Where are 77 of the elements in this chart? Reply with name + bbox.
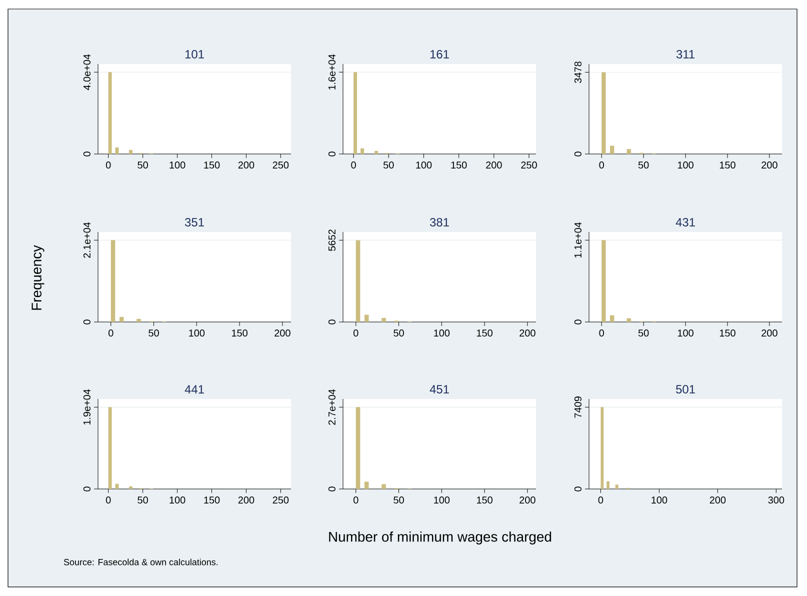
- x-tick-label: 0: [353, 496, 358, 504]
- x-tick-label: 100: [170, 496, 186, 504]
- x-tick-label: 250: [521, 162, 537, 169]
- x-tick-label: 100: [434, 330, 450, 337]
- x-tick-label: 0: [351, 162, 356, 169]
- x-tick-label: 100: [678, 162, 694, 169]
- x-tick-label: 100: [416, 162, 432, 169]
- y-tick-label: 3478: [574, 62, 582, 83]
- x-tick-label: 0: [599, 330, 604, 337]
- x-tick-label: 300: [768, 496, 784, 504]
- chart-title: 501: [676, 385, 695, 394]
- x-tick-label: 150: [720, 162, 736, 169]
- y-tick-label: 1.6e+04: [328, 54, 336, 90]
- chart-title: 161: [430, 50, 449, 58]
- y-tick-label: 7409: [574, 396, 582, 418]
- y-tick-label: 5652: [328, 230, 336, 251]
- x-tick-label: 150: [204, 162, 220, 169]
- y-axis-title: Frequency: [32, 245, 44, 310]
- x-tick-label: 50: [638, 330, 649, 337]
- chart-title: 441: [184, 385, 204, 394]
- x-tick-label: 50: [394, 330, 404, 337]
- chart-title: 101: [185, 50, 204, 58]
- x-tick-label: 200: [710, 496, 726, 504]
- x-tick-label: 200: [238, 162, 254, 169]
- x-tick-label: 0: [106, 496, 111, 504]
- x-tick-label: 250: [272, 496, 289, 504]
- x-tick-label: 50: [148, 330, 159, 337]
- x-tick-label: 50: [138, 162, 148, 169]
- source-note: Source: Fasecolda & own calculations.: [64, 558, 218, 566]
- x-tick-label: 200: [762, 330, 778, 337]
- y-tick-label: 1.1e+04: [574, 222, 582, 258]
- x-tick-label: 150: [720, 330, 736, 337]
- chart-title: 351: [184, 218, 204, 226]
- x-tick-label: 100: [189, 330, 205, 337]
- chart-title: 311: [676, 50, 694, 58]
- x-tick-label: 50: [394, 496, 404, 504]
- y-tick-label: 0: [574, 152, 582, 156]
- x-tick-label: 0: [599, 162, 604, 169]
- x-tick-label: 200: [520, 496, 536, 504]
- x-tick-label: 200: [274, 330, 290, 337]
- x-tick-label: 0: [598, 496, 604, 504]
- x-tick-label: 200: [520, 330, 536, 337]
- x-tick-label: 200: [762, 162, 778, 169]
- x-tick-label: 200: [238, 496, 254, 504]
- chart-title: 451: [430, 385, 449, 394]
- y-tick-label: 0: [83, 486, 90, 492]
- x-tick-label: 150: [204, 496, 220, 504]
- x-tick-label: 0: [106, 162, 111, 169]
- x-tick-label: 100: [434, 496, 450, 504]
- y-tick-label: 2.1e+04: [83, 222, 90, 258]
- x-tick-label: 100: [652, 496, 668, 504]
- x-axis-title: Number of minimum wages charged: [329, 531, 552, 544]
- y-tick-label: 0: [328, 320, 336, 324]
- y-tick-label: 0: [574, 320, 582, 324]
- y-tick-label: 4.0e+04: [83, 54, 90, 90]
- x-tick-label: 50: [638, 162, 649, 169]
- x-tick-label: 0: [108, 330, 114, 337]
- x-tick-label: 150: [477, 330, 492, 337]
- x-tick-label: 150: [477, 496, 492, 504]
- x-tick-label: 200: [486, 162, 502, 169]
- chart-title: 431: [676, 218, 695, 226]
- x-tick-label: 100: [170, 162, 186, 169]
- y-tick-label: 0: [574, 486, 582, 492]
- x-tick-label: 0: [353, 330, 358, 337]
- y-tick-label: 2.7e+04: [328, 389, 336, 425]
- x-tick-label: 100: [678, 330, 694, 337]
- chart-title: 381: [430, 218, 449, 226]
- y-tick-label: 0: [328, 486, 336, 492]
- x-tick-label: 250: [272, 162, 289, 169]
- y-tick-label: 0: [328, 152, 336, 156]
- y-tick-label: 0: [83, 152, 90, 156]
- x-tick-label: 150: [232, 330, 248, 337]
- y-tick-label: 1.9e+04: [83, 389, 90, 425]
- x-tick-label: 150: [451, 162, 467, 169]
- y-tick-label: 0: [83, 320, 90, 324]
- x-tick-label: 50: [138, 496, 148, 504]
- x-tick-label: 50: [383, 162, 394, 169]
